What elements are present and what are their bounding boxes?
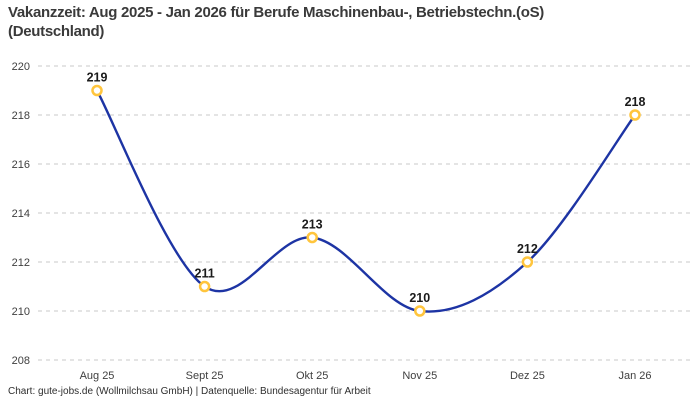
x-tick-label: Jan 26 xyxy=(618,370,651,382)
chart-title-line-1: Vakanzzeit: Aug 2025 - Jan 2026 für Beru… xyxy=(8,4,544,21)
y-tick-label: 212 xyxy=(12,257,30,269)
data-label: 212 xyxy=(517,242,538,256)
y-tick-label: 214 xyxy=(12,208,30,220)
data-point[interactable] xyxy=(414,305,426,317)
y-tick-label: 220 xyxy=(12,61,30,73)
data-point[interactable] xyxy=(521,256,534,268)
y-tick-label: 208 xyxy=(12,355,30,367)
x-tick-label: Nov 25 xyxy=(402,370,437,382)
x-tick-label: Sept 25 xyxy=(186,370,224,382)
y-tick-label: 210 xyxy=(12,306,30,318)
data-label: 213 xyxy=(302,218,323,232)
data-label: 211 xyxy=(195,267,215,281)
data-point[interactable] xyxy=(306,231,318,244)
x-tick-label: Dez 25 xyxy=(510,370,545,382)
data-point[interactable] xyxy=(198,280,211,293)
data-label: 210 xyxy=(409,291,430,305)
chart-title-line-2: (Deutschland) xyxy=(8,23,105,40)
data-label: 218 xyxy=(625,95,646,109)
x-tick-label: Aug 25 xyxy=(80,370,115,382)
y-tick-label: 218 xyxy=(12,110,30,122)
chart-title: Vakanzzeit: Aug 2025 - Jan 2026 für Beru… xyxy=(8,3,648,41)
chart-footer: Chart: gute-jobs.de (Wollmilchsau GmbH) … xyxy=(8,386,371,397)
x-tick-label: Okt 25 xyxy=(296,370,328,382)
y-tick-label: 216 xyxy=(12,159,30,171)
data-point[interactable] xyxy=(91,84,103,97)
line-series xyxy=(95,89,637,313)
data-point[interactable] xyxy=(629,109,641,121)
data-label: 219 xyxy=(87,71,108,85)
